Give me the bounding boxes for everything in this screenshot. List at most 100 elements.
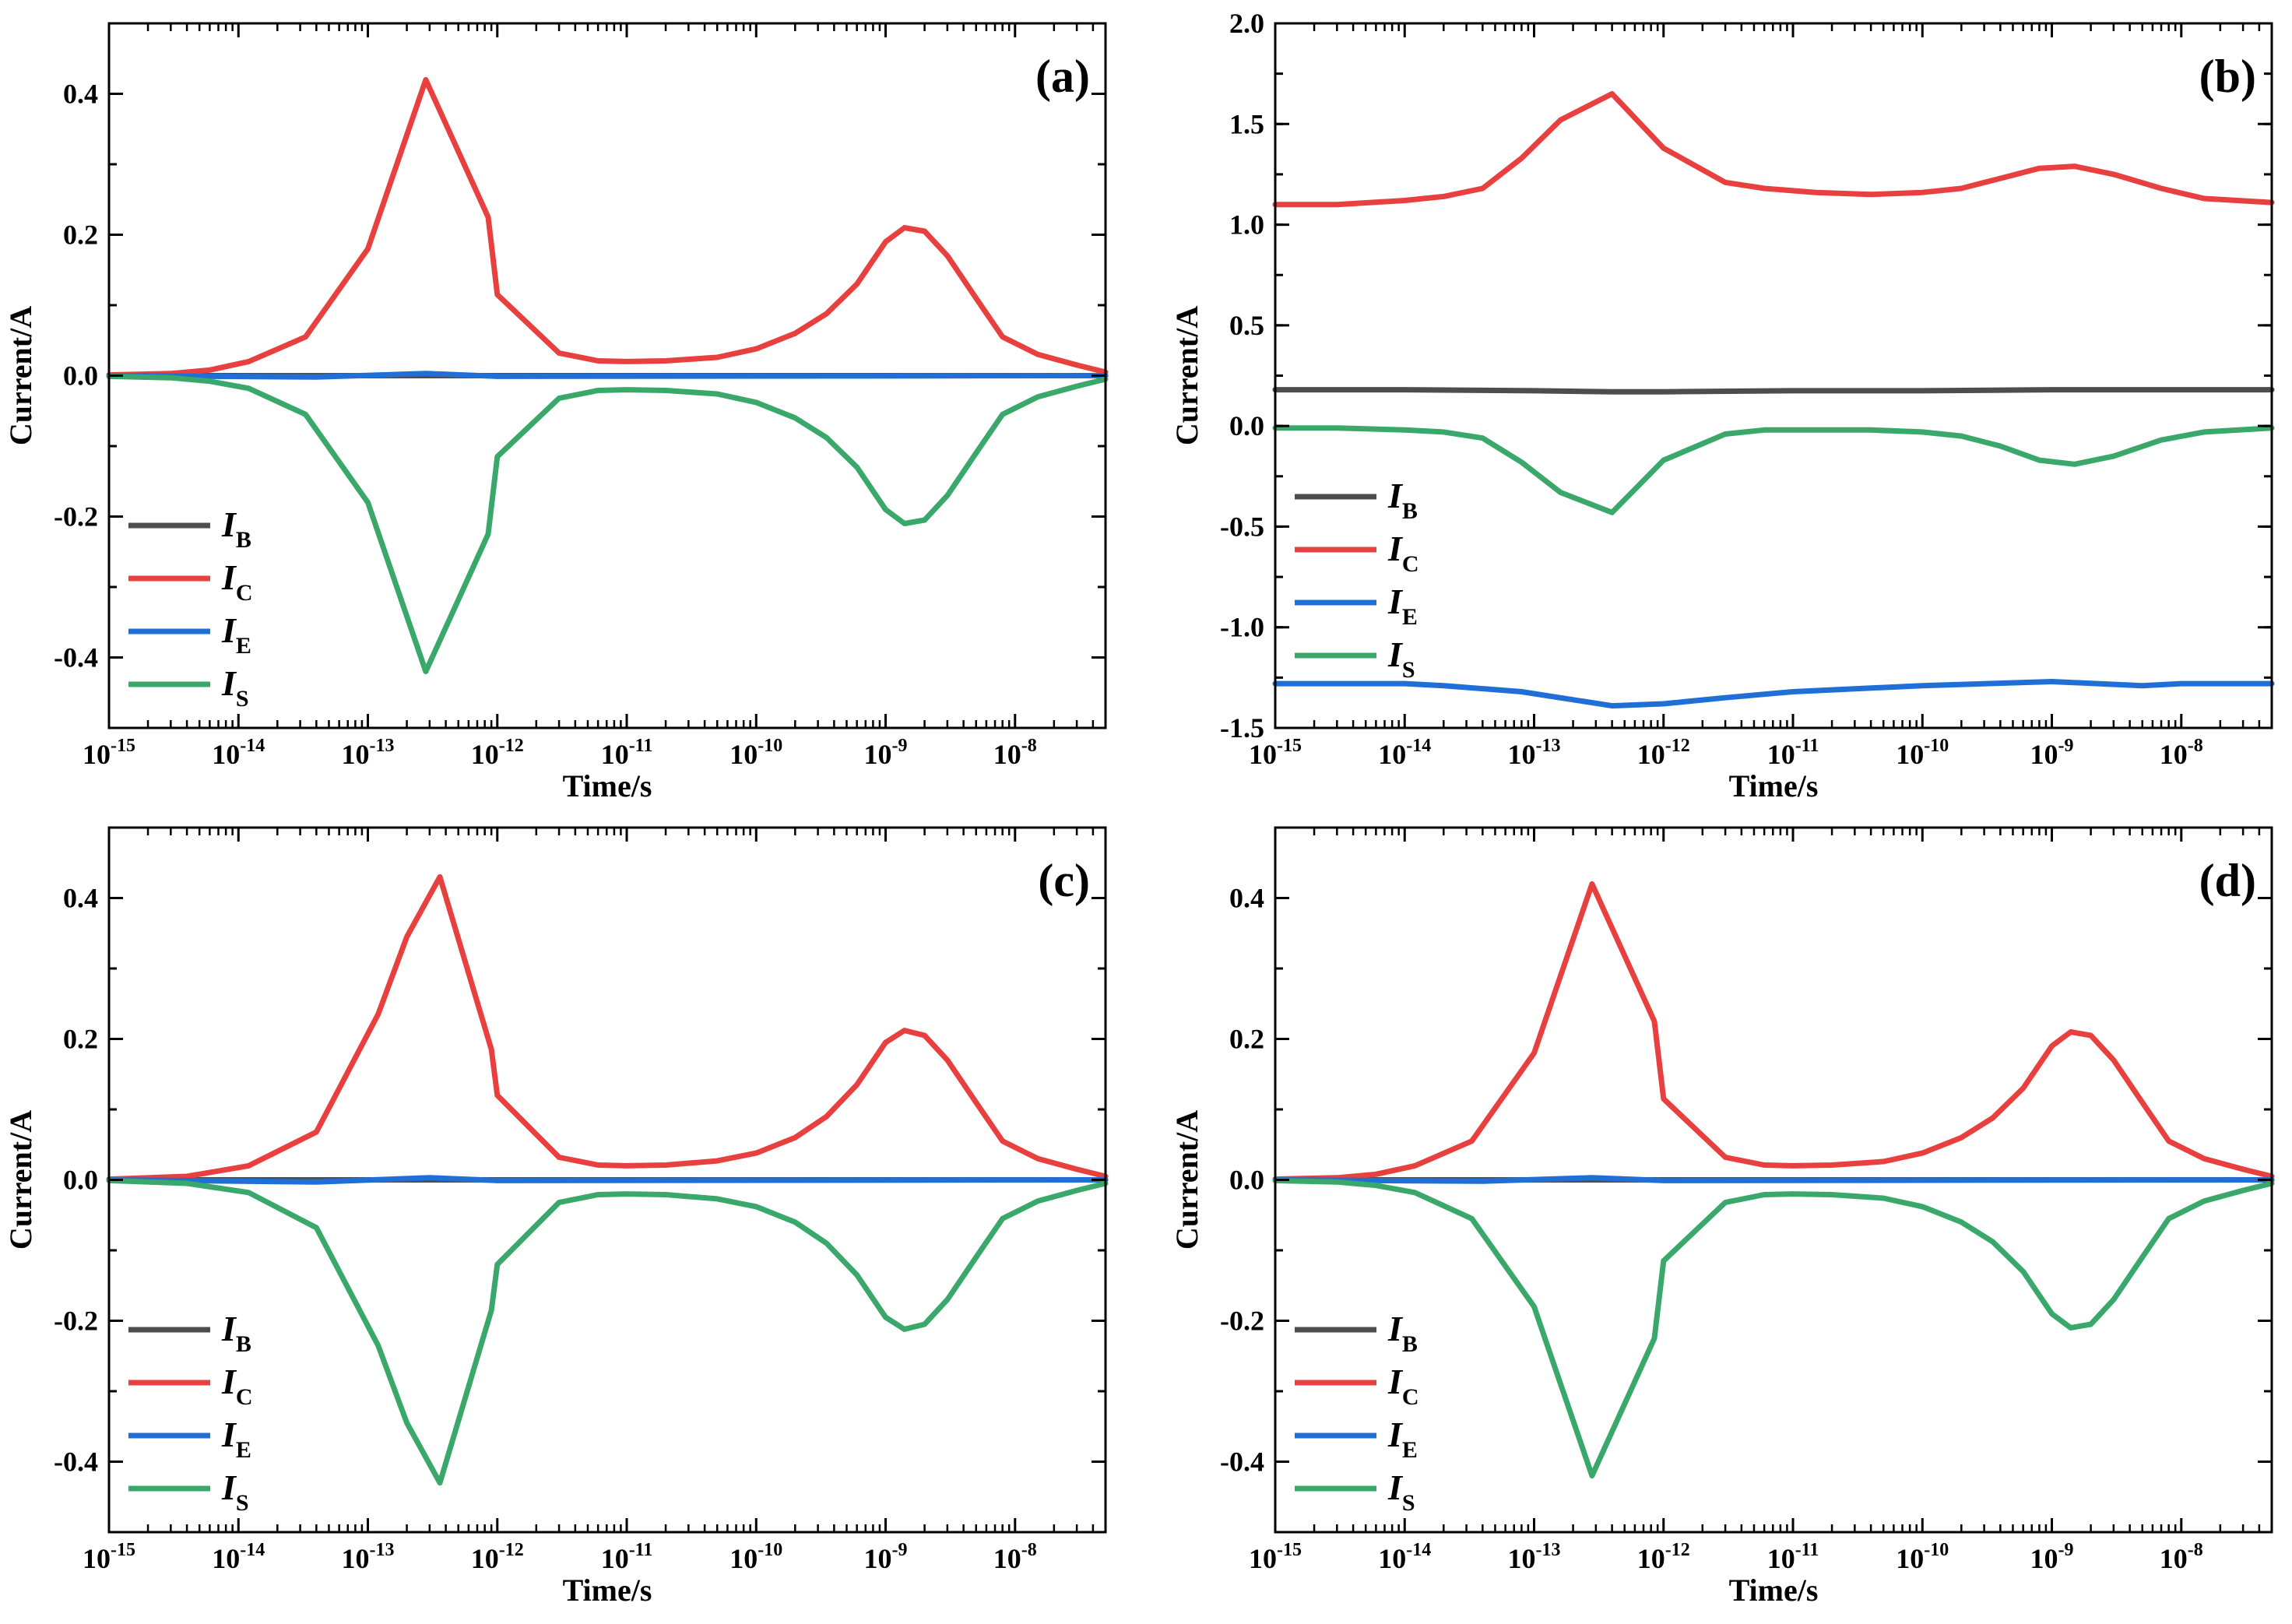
series-line-ie bbox=[106, 371, 1109, 380]
x-tick-label: 10-15 bbox=[83, 1540, 135, 1574]
x-tick-label: 10-13 bbox=[342, 736, 395, 770]
x-tick-label: 10-9 bbox=[864, 1540, 908, 1574]
y-tick-label: 0.4 bbox=[63, 883, 98, 914]
y-axis-title: Current/A bbox=[3, 306, 38, 445]
legend-entry-is: IS bbox=[1295, 1468, 1415, 1516]
x-tick-label: 10-13 bbox=[1508, 736, 1561, 770]
series-line-ic bbox=[1272, 91, 2275, 208]
legend-label: IB bbox=[1387, 1309, 1418, 1357]
y-tick-label: -0.4 bbox=[54, 1446, 98, 1478]
legend: IB IC IE IS bbox=[128, 1309, 253, 1516]
series-lines bbox=[106, 874, 1109, 1486]
legend-label: IB bbox=[221, 504, 251, 553]
legend-entry-is: IS bbox=[1295, 634, 1415, 683]
legend-entry-ib: IB bbox=[1295, 1309, 1418, 1357]
y-tick-label: 0.2 bbox=[63, 220, 98, 251]
legend-entry-ie: IE bbox=[1295, 1415, 1418, 1463]
legend-entry-ie: IE bbox=[128, 1415, 251, 1463]
legend-label: IE bbox=[221, 1415, 251, 1463]
y-tick-label: 1.0 bbox=[1229, 209, 1264, 241]
y-tick-label: 2.0 bbox=[1229, 8, 1264, 39]
y-axis-title: Current/A bbox=[3, 1110, 38, 1250]
panel-label: (b) bbox=[2199, 51, 2256, 102]
x-tick-label: 10-13 bbox=[342, 1540, 395, 1574]
x-tick-label: 10-10 bbox=[1896, 1540, 1949, 1574]
legend-entry-ic: IC bbox=[1295, 529, 1419, 577]
legend-label: IE bbox=[221, 610, 251, 659]
legend-label: IB bbox=[1387, 476, 1418, 524]
legend-entry-is: IS bbox=[128, 1468, 249, 1516]
legend-entry-ic: IC bbox=[128, 1362, 253, 1410]
series-lines bbox=[1272, 881, 2275, 1479]
legend-entry-ib: IB bbox=[128, 1309, 251, 1357]
y-tick-label: 0.0 bbox=[1229, 410, 1264, 441]
x-axis-title: Time/s bbox=[563, 1573, 652, 1608]
y-tick-label: -0.4 bbox=[1220, 1446, 1264, 1478]
x-tick-label: 10-10 bbox=[729, 1540, 782, 1574]
series-line-ie bbox=[1272, 1175, 2275, 1184]
legend-label: IB bbox=[221, 1309, 251, 1357]
y-tick-label: -0.2 bbox=[1220, 1306, 1264, 1337]
x-tick-label: 10-11 bbox=[1767, 1540, 1819, 1574]
legend-entry-ib: IB bbox=[128, 504, 251, 553]
x-tick-label: 10-8 bbox=[993, 736, 1037, 770]
legend-label: IE bbox=[1387, 1415, 1418, 1463]
y-tick-label: -0.4 bbox=[54, 642, 98, 673]
panel-b: -1.5 -1.0 -0.5 0.0 0.5 1.0 1.5 2.0 10-15 10-14 10-… bbox=[1169, 8, 2275, 803]
legend-label: IC bbox=[1387, 1362, 1419, 1410]
legend-entry-ib: IB bbox=[1295, 476, 1418, 524]
y-axis-title: Current/A bbox=[1169, 306, 1204, 445]
series-line-is bbox=[106, 373, 1109, 675]
legend-label: IC bbox=[1387, 529, 1419, 577]
y-tick-label: 0.0 bbox=[1229, 1165, 1264, 1196]
x-tick-label: 10-13 bbox=[1508, 1540, 1561, 1574]
legend-label: IS bbox=[221, 663, 249, 712]
x-axis-title: Time/s bbox=[563, 768, 652, 803]
x-axis-title: Time/s bbox=[1729, 768, 1819, 803]
series-line-ie bbox=[106, 1175, 1109, 1185]
legend-label: IS bbox=[221, 1468, 249, 1516]
y-tick-label: -0.2 bbox=[54, 1306, 98, 1337]
y-tick-label: 0.0 bbox=[63, 1165, 98, 1196]
x-tick-label: 10-14 bbox=[1378, 1540, 1431, 1574]
x-tick-label: 10-11 bbox=[601, 1540, 653, 1574]
series-line-is bbox=[106, 1177, 1109, 1486]
x-tick-label: 10-9 bbox=[864, 736, 908, 770]
y-tick-label: -0.2 bbox=[54, 501, 98, 533]
x-tick-label: 10-12 bbox=[1637, 1540, 1690, 1574]
x-tick-label: 10-11 bbox=[1767, 736, 1819, 770]
y-tick-label: 0.4 bbox=[63, 79, 98, 110]
x-tick-label: 10-12 bbox=[1637, 736, 1690, 770]
x-tick-label: 10-8 bbox=[993, 1540, 1037, 1574]
legend-label: IS bbox=[1387, 634, 1415, 683]
x-tick-label: 10-12 bbox=[471, 736, 524, 770]
y-tick-label: -1.5 bbox=[1220, 712, 1264, 743]
x-tick-label: 10-15 bbox=[1249, 736, 1302, 770]
series-line-ic bbox=[1272, 881, 2275, 1183]
x-tick-label: 10-12 bbox=[471, 1540, 524, 1574]
series-line-is bbox=[1272, 425, 2275, 515]
y-tick-label: 0.0 bbox=[63, 360, 98, 392]
y-tick-label: 0.2 bbox=[63, 1024, 98, 1055]
legend-label: IC bbox=[221, 557, 253, 606]
x-tick-label: 10-8 bbox=[2160, 736, 2203, 770]
legend-entry-is: IS bbox=[128, 663, 249, 712]
series-line-ib bbox=[1272, 387, 2275, 395]
x-tick-label: 10-9 bbox=[2030, 1540, 2074, 1574]
x-tick-label: 10-15 bbox=[83, 736, 135, 770]
y-tick-label: 0.5 bbox=[1229, 310, 1264, 341]
y-tick-label: 0.4 bbox=[1229, 883, 1264, 914]
x-tick-label: 10-14 bbox=[1378, 736, 1431, 770]
legend-label: IS bbox=[1387, 1468, 1415, 1516]
legend-entry-ie: IE bbox=[1295, 582, 1418, 630]
series-line-is bbox=[1272, 1177, 2275, 1479]
series-line-ic bbox=[106, 874, 1109, 1183]
panel-label: (d) bbox=[2199, 855, 2256, 906]
panel-c: -0.4 -0.2 0.0 0.2 0.4 10-15 10-14 10-13 10-12 10-… bbox=[3, 826, 1109, 1608]
panel-label: (a) bbox=[1035, 51, 1090, 102]
x-tick-label: 10-14 bbox=[212, 1540, 265, 1574]
legend-label: IC bbox=[221, 1362, 253, 1410]
legend: IB IC IE IS bbox=[1295, 1309, 1419, 1516]
